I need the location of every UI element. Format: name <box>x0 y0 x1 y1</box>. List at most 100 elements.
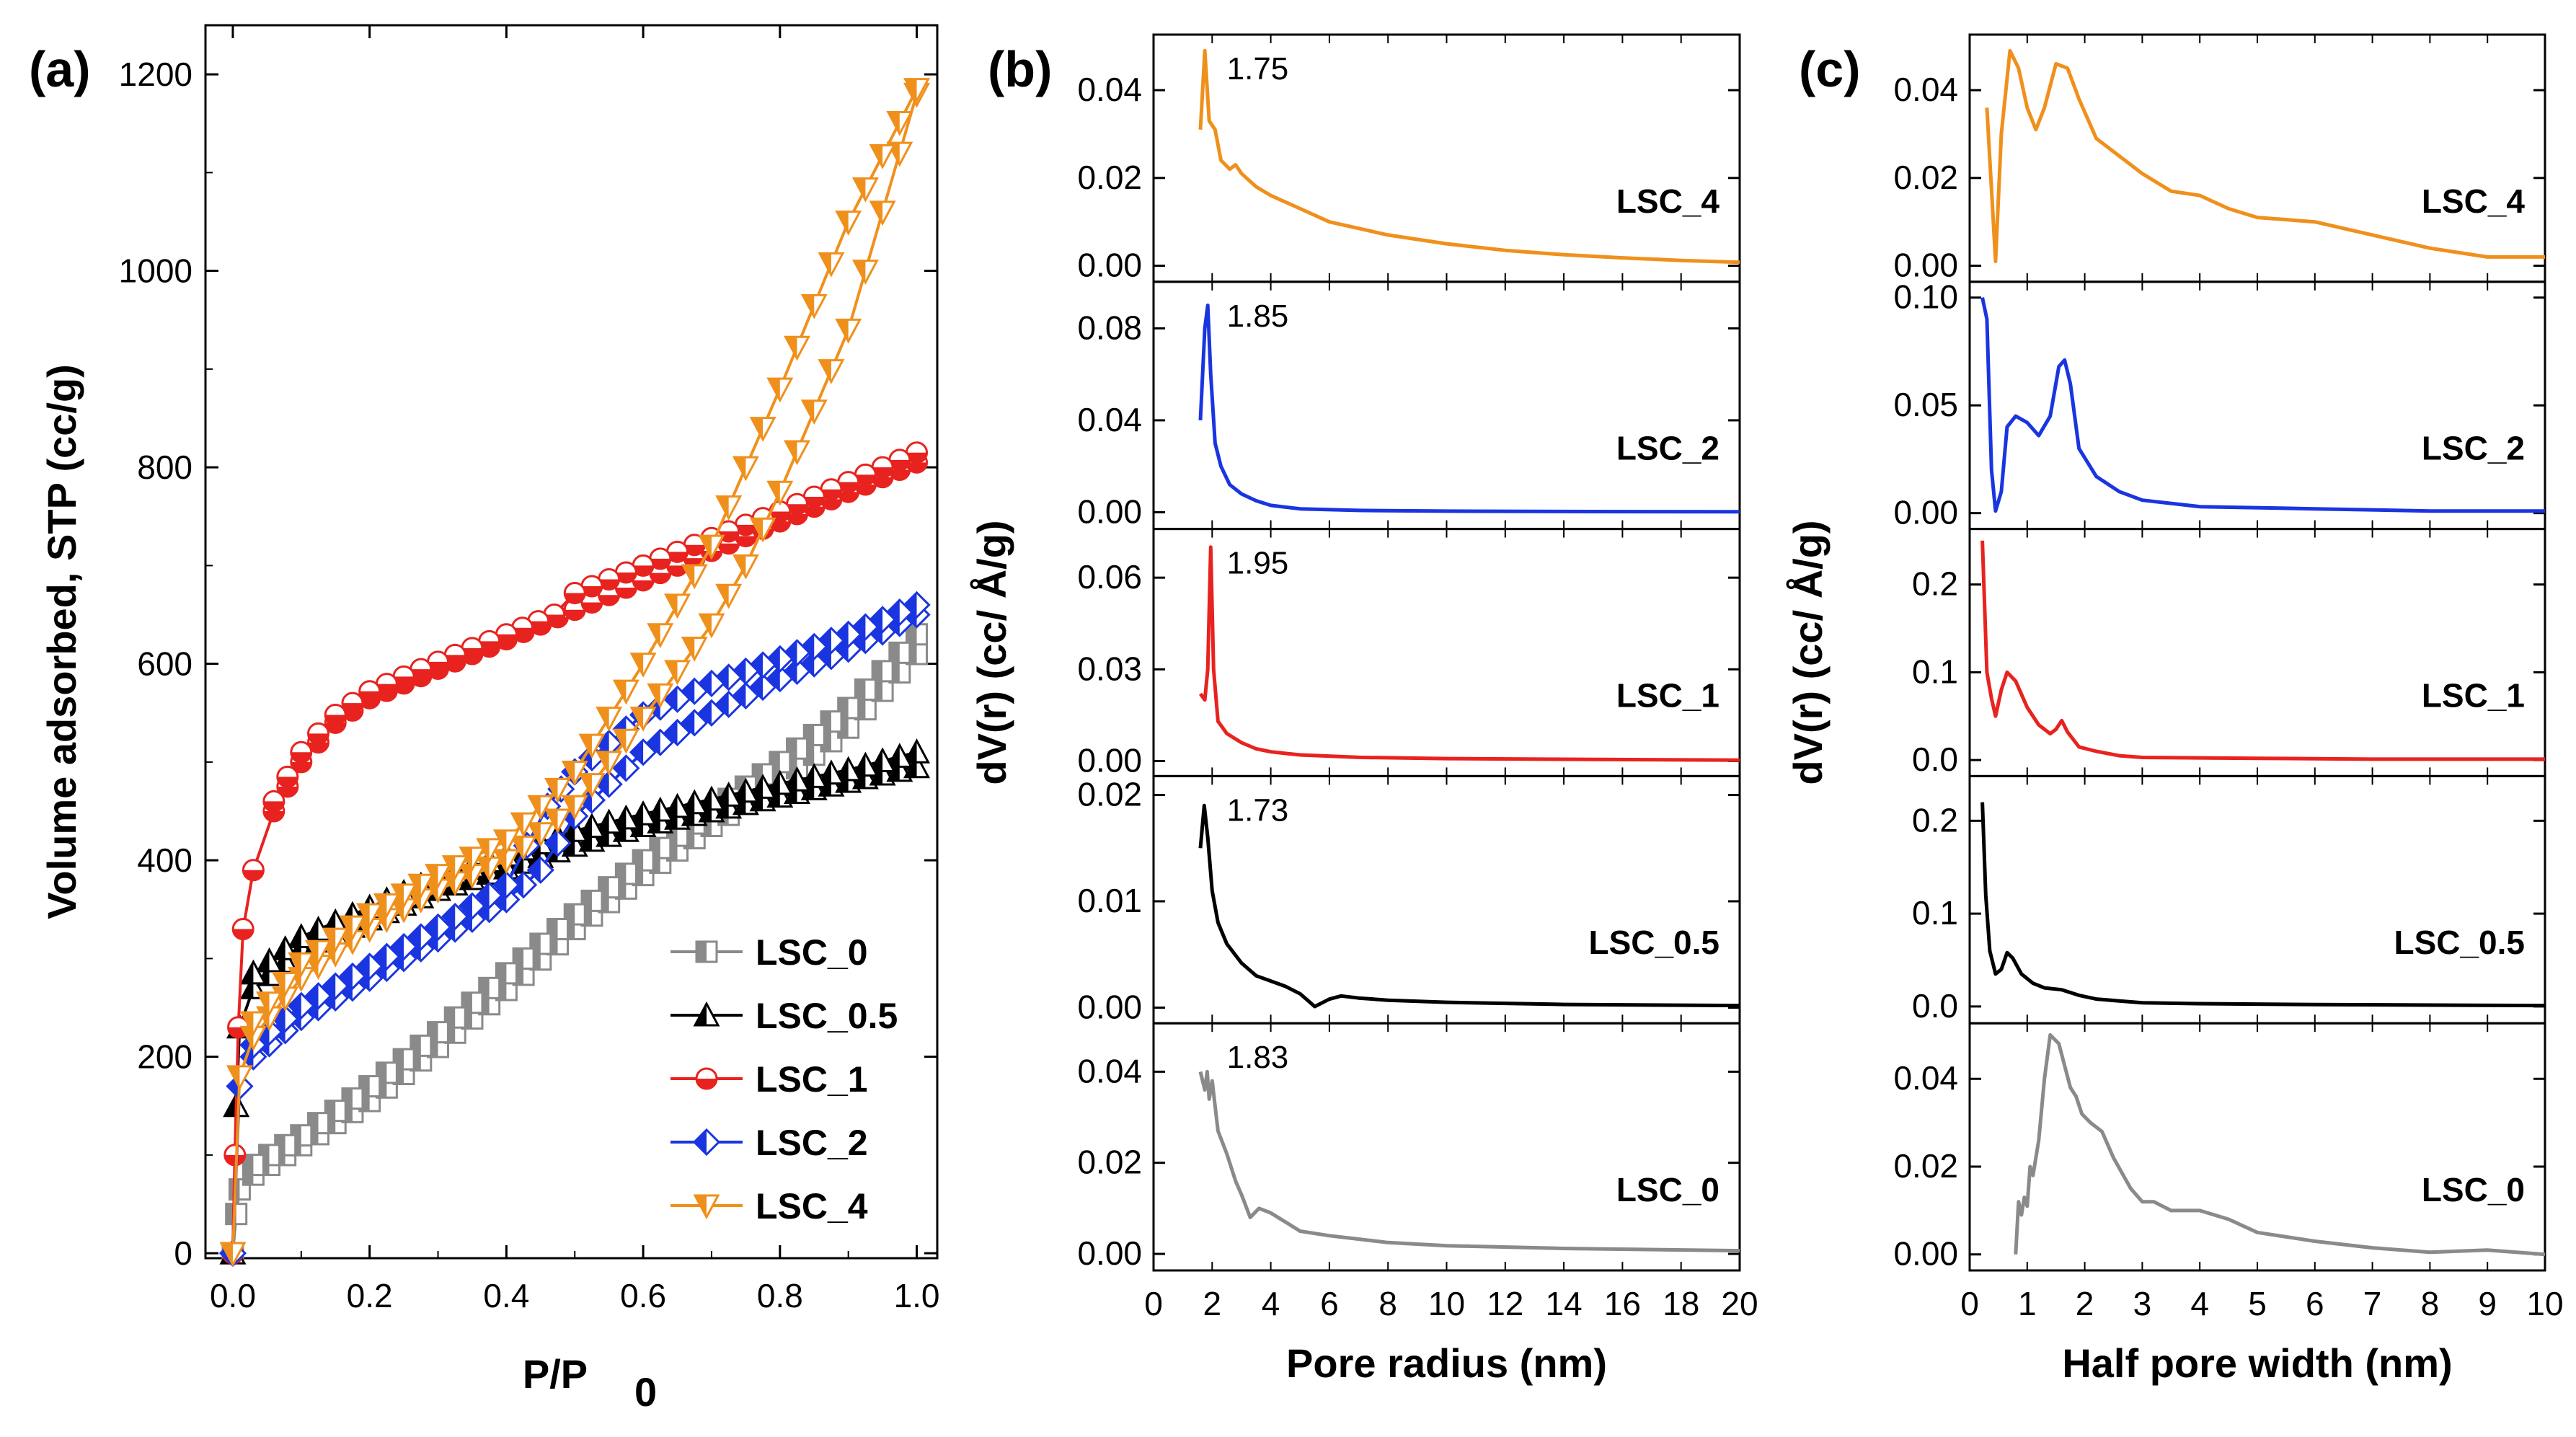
panel-b-subplot-label-lsc-0-5: LSC_0.5 <box>1588 924 1719 961</box>
panel-a-marker-lsc-0-5-fill <box>768 771 780 794</box>
panel-a-marker-lsc-1-fill <box>224 1154 245 1165</box>
panel-a-marker-lsc-4-fill <box>734 457 746 479</box>
panel-a-marker-lsc-0-fill <box>243 1154 254 1175</box>
panel-b-curve-lsc-0 <box>1198 1069 1740 1253</box>
panel-a-marker-lsc-2-fill <box>665 686 678 712</box>
panel-a-marker-lsc-0-5-fill <box>888 745 900 767</box>
panel-b-xtick-label: 6 <box>1320 1285 1339 1322</box>
panel-b-xtick-label: 20 <box>1721 1285 1758 1322</box>
panel-c-subplot-label-lsc-0: LSC_0 <box>2422 1171 2525 1208</box>
panel-a-marker-lsc-1-fill <box>838 482 859 492</box>
panel-c-xtick-label: 3 <box>2133 1285 2152 1322</box>
panel-a-marker-lsc-1-fill <box>598 595 619 606</box>
panel-b-xtick-label: 10 <box>1428 1285 1465 1322</box>
panel-c-ytick-label: 0.0 <box>1912 740 1958 778</box>
panel-a-marker-lsc-0-5-fill <box>734 779 746 802</box>
panel-c-curve-lsc-0-5 <box>1980 802 2546 1008</box>
panel-a-marker-lsc-1-fill <box>376 684 397 694</box>
panel-b-ytick-label: 0.06 <box>1077 558 1142 596</box>
panel-a-marker-lsc-4-fill <box>409 889 421 911</box>
panel-a-marker-lsc-1-fill <box>718 543 739 554</box>
panel-a-marker-lsc-0-5-fill <box>242 961 254 983</box>
panel-a-marker-lsc-1-fill <box>735 524 756 535</box>
panel-a-ytick-label: 0 <box>174 1234 192 1272</box>
panel-a-marker-lsc-0-5-fill <box>632 802 644 825</box>
panel-a-marker-lsc-4-fill <box>597 707 609 730</box>
panel-a-marker-lsc-0-5-fill <box>665 795 678 817</box>
panel-b-ytick-label: 0.04 <box>1077 71 1142 108</box>
panel-a-marker-lsc-1-fill <box>308 733 329 744</box>
panel-a-marker-lsc-1-fill <box>565 593 585 603</box>
panel-a-marker-lsc-4-fill <box>751 417 763 440</box>
panel-c-ytick-label: 0.00 <box>1893 247 1958 284</box>
panel-a-marker-lsc-4-fill <box>426 880 438 902</box>
panel-a-marker-lsc-1-fill <box>787 513 807 524</box>
panel-a-marker-lsc-1-fill <box>838 492 859 503</box>
panel-b-xtick-label: 0 <box>1144 1285 1163 1322</box>
panel-a-marker-lsc-1-fill <box>650 558 670 569</box>
panel-a-marker-lsc-2-fill <box>443 904 456 929</box>
panel-a-marker-lsc-1-fill <box>906 452 927 463</box>
panel-a-marker-lsc-1-fill <box>581 586 602 597</box>
panel-b-peak-label-lsc-0-5: 1.73 <box>1227 792 1289 828</box>
panel-a-marker-lsc-2-fill <box>323 973 336 999</box>
panel-a-marker-lsc-1-fill <box>684 544 705 555</box>
panel-a-xtick-label: 0.6 <box>620 1277 666 1314</box>
panel-a-marker-lsc-0-5-fill <box>648 799 660 821</box>
panel-b-ytick-label: 0.02 <box>1077 1144 1142 1181</box>
legend-marker-lsc-0-fill <box>696 942 707 962</box>
panel-c-letter: (c) <box>1799 41 1861 97</box>
panel-a-marker-lsc-0-5-fill <box>597 810 609 833</box>
panel-a-marker-lsc-0-fill <box>906 624 917 645</box>
panel-a-marker-lsc-1-fill <box>445 655 466 666</box>
panel-a-marker-lsc-0-5-fill <box>802 765 815 787</box>
panel-c-subplot-frame-lsc-1 <box>1968 528 2546 777</box>
panel-a-marker-lsc-0-5-fill <box>905 740 917 763</box>
legend-label-lsc-0: LSC_0 <box>756 932 868 973</box>
panel-a-marker-lsc-4-fill <box>242 1027 254 1049</box>
panel-a-marker-lsc-4-fill <box>375 908 387 931</box>
panel-a-marker-lsc-4-fill <box>358 904 370 927</box>
panel-b-ytick-label: 0.01 <box>1077 882 1142 919</box>
panel-a-marker-lsc-1-fill <box>718 531 739 542</box>
panel-b-peak-label-lsc-2: 1.85 <box>1227 299 1289 334</box>
panel-a-marker-lsc-2-fill <box>733 658 746 684</box>
panel-a-marker-lsc-4-fill <box>495 850 507 872</box>
panel-a-marker-lsc-2-fill <box>818 628 831 653</box>
panel-a-marker-lsc-1-fill <box>342 703 363 714</box>
panel-b-letter: (b) <box>988 41 1052 97</box>
panel-a-marker-lsc-4-fill <box>443 872 456 894</box>
panel-c-xlabel: Half pore width (nm) <box>2062 1340 2452 1386</box>
panel-a-letter: (a) <box>29 41 91 97</box>
panel-b-peak-label-lsc-1: 1.95 <box>1227 546 1289 581</box>
panel-a-marker-lsc-4-fill <box>632 707 644 730</box>
panel-c-ytick-label: 0.05 <box>1893 386 1958 423</box>
panel-a-marker-lsc-2-fill <box>288 993 301 1018</box>
panel-c-ytick-label: 0.10 <box>1893 278 1958 316</box>
panel-b-ytick-label: 0.00 <box>1077 989 1142 1026</box>
panel-a-marker-lsc-1-fill <box>359 691 380 702</box>
panel-a-marker-lsc-2-fill <box>767 646 780 671</box>
panel-a-xtick-label: 0.2 <box>347 1277 393 1314</box>
panel-a-marker-lsc-0-5-fill <box>614 806 627 828</box>
panel-b-xtick-label: 2 <box>1203 1285 1222 1322</box>
panel-a-marker-lsc-1-fill <box>667 552 688 562</box>
panel-a-marker-lsc-2-fill <box>273 1006 286 1031</box>
panel-c-ytick-label: 0.02 <box>1893 159 1958 196</box>
panel-a-marker-lsc-4-fill <box>289 953 301 976</box>
panel-a-marker-lsc-4-fill <box>546 779 558 801</box>
panel-a-marker-lsc-1-fill <box>428 661 448 672</box>
panel-a-frame <box>204 24 939 1260</box>
panel-a-marker-lsc-4-fill <box>717 496 729 518</box>
panel-a-marker-lsc-4-fill <box>512 836 524 859</box>
panel-c-xtick-label: 10 <box>2526 1285 2563 1322</box>
panel-a-marker-lsc-2-fill <box>904 592 917 617</box>
panel-b-ytick-label: 0.02 <box>1077 776 1142 813</box>
panel-a-ytick-label: 1200 <box>119 56 192 93</box>
panel-a-marker-lsc-1-fill <box>616 572 637 583</box>
panel-c-ytick-label: 0.02 <box>1893 1147 1958 1185</box>
panel-a-xtick-label: 0.8 <box>757 1277 803 1314</box>
panel-a-marker-lsc-4-fill <box>257 992 270 1014</box>
panel-a-marker-lsc-1-fill <box>906 462 927 473</box>
